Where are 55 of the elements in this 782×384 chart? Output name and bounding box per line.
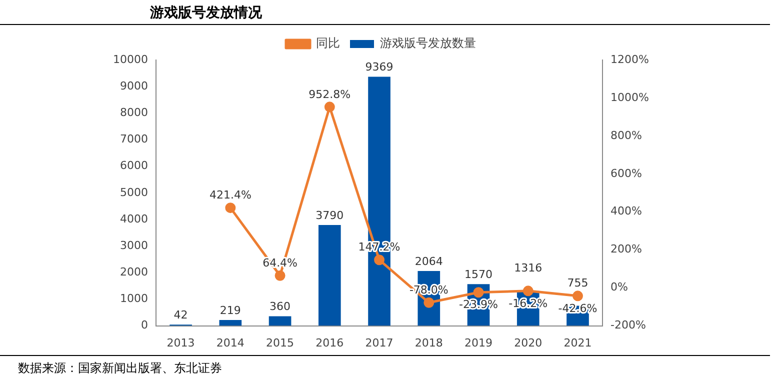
x-tick-label: 2017: [365, 336, 394, 350]
data-label: 1316: [514, 262, 542, 275]
y-tick-label: 5000: [120, 186, 148, 199]
data-label: 1570: [464, 268, 493, 281]
point: [274, 270, 286, 281]
data-label: 147.2%: [358, 240, 400, 254]
bar: [318, 225, 341, 326]
y2-tick-label: 1000%: [610, 90, 650, 104]
y2-tick-label: -200%: [610, 318, 646, 332]
y-tick-label: 1000: [120, 292, 148, 306]
y-tick-label: 4000: [120, 212, 148, 226]
x-tick-label: 2015: [266, 336, 294, 350]
data-label: 219: [220, 304, 241, 317]
x-tick-label: 2019: [464, 336, 493, 350]
x-tick-label: 2013: [166, 336, 195, 350]
y2-tick-label: 200%: [610, 242, 642, 256]
x-tick-label: 2018: [414, 336, 443, 350]
bar: [219, 320, 242, 326]
x-tick-label: 2021: [564, 336, 592, 350]
chart-title: 游戏版号发放情况: [150, 4, 262, 22]
data-label: 952.8%: [308, 88, 351, 101]
data-label: 42: [174, 308, 188, 322]
point: [522, 286, 534, 296]
x-tick-label: 2020: [514, 336, 542, 350]
data-label: 360: [270, 300, 291, 314]
y2-tick-label: 0%: [610, 280, 628, 294]
point: [473, 287, 484, 298]
point: [424, 297, 434, 308]
point: [572, 290, 583, 302]
y-tick-label: 9000: [120, 79, 148, 92]
x-tick-label: 2014: [216, 336, 244, 350]
point: [324, 102, 335, 112]
point: [374, 254, 385, 266]
y2-tick-label: 400%: [610, 204, 642, 218]
y-tick-label: 8000: [120, 106, 148, 120]
y-tick-label: 7000: [120, 132, 148, 146]
legend-label: 同比: [316, 36, 340, 50]
bar: [268, 316, 292, 326]
source-note: 数据来源：国家新闻出版署、东北证券: [18, 360, 222, 377]
data-label: 3790: [316, 208, 344, 222]
data-label: 421.4%: [209, 188, 252, 202]
y2-tick-label: 1200%: [610, 52, 650, 66]
x-tick-label: 2016: [316, 336, 344, 350]
y-tick-label: 3000: [120, 238, 148, 252]
y-tick-label: 10000: [112, 52, 148, 66]
data-label: 755: [567, 276, 588, 290]
y2-tick-label: 600%: [610, 166, 642, 180]
data-label: 2064: [414, 254, 443, 268]
y-tick-label: 2000: [120, 266, 148, 278]
y-tick-label: 0: [140, 318, 148, 332]
y-tick-label: 6000: [120, 159, 148, 172]
data-label: 9369: [365, 60, 394, 74]
y2-tick-label: 800%: [610, 128, 642, 142]
legend-label: 游戏版号发放数量: [380, 36, 476, 50]
point: [225, 202, 236, 214]
